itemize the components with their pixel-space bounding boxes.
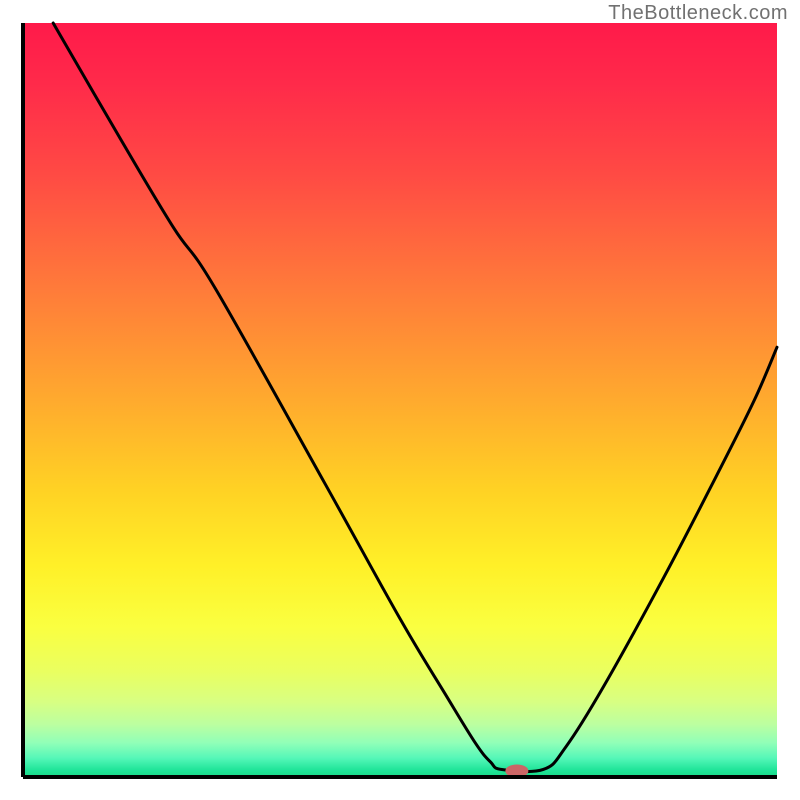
plot-background — [23, 23, 777, 777]
watermark-text: TheBottleneck.com — [608, 2, 788, 25]
bottleneck-chart — [0, 0, 800, 800]
